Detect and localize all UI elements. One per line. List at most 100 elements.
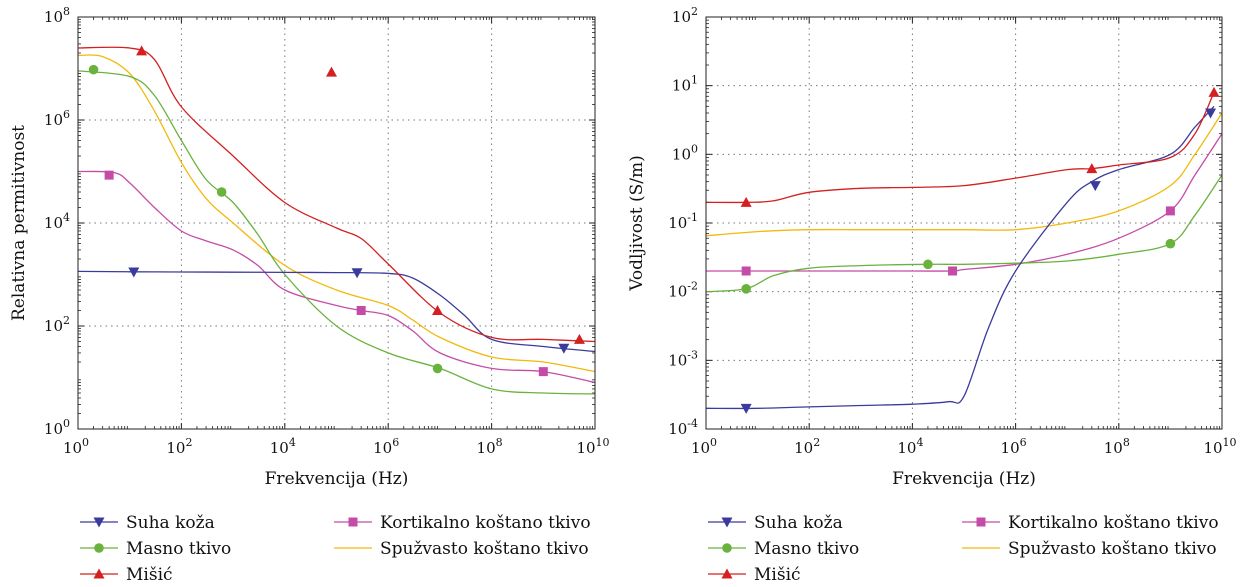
data-point-marker	[88, 64, 99, 75]
y-tick-label: 10-2	[668, 280, 698, 301]
gridlines	[78, 17, 595, 429]
data-point-marker	[432, 363, 443, 374]
y-tick-label: 108	[44, 5, 70, 26]
legend-item: Mišić	[80, 565, 173, 585]
y-tick-label: 104	[44, 211, 70, 232]
y-tick-label: 10-3	[668, 348, 698, 369]
data-point-marker	[1205, 108, 1217, 119]
x-tick-label: 106	[373, 436, 399, 457]
y-tick-label: 10-1	[668, 211, 698, 232]
x-tick-label: 104	[270, 436, 296, 457]
legend-marker	[93, 568, 105, 579]
series-line-5	[706, 112, 1222, 237]
x-axis-label: Frekvencija (Hz)	[265, 469, 409, 489]
legend-label: Masno tkivo	[754, 539, 859, 559]
data-point-marker	[573, 333, 585, 344]
y-tick-label: 106	[44, 108, 70, 129]
series-line-4	[78, 170, 595, 384]
series-line-1	[706, 105, 1215, 410]
legend-item: Mišić	[708, 565, 801, 585]
legend-label: Kortikalno koštano tkivo	[380, 513, 591, 533]
series-line-3	[706, 92, 1215, 204]
data-point-marker	[136, 45, 148, 56]
legend-label: Kortikalno koštano tkivo	[1008, 513, 1219, 533]
x-tick-label: 108	[477, 436, 503, 457]
x-tick-label: 104	[897, 436, 923, 457]
data-point-marker	[1165, 206, 1175, 216]
series-line-3	[78, 46, 595, 343]
data-point-marker	[1208, 86, 1220, 97]
data-point-marker	[356, 305, 366, 315]
x-tick-label: 108	[1104, 436, 1130, 457]
data-point-marker	[741, 284, 751, 294]
plot-frame	[705, 16, 1223, 430]
x-axis-label: Frekvencija (Hz)	[892, 469, 1036, 489]
y-tick-label: 102	[672, 5, 698, 26]
chart-1: 100 102 104 106 108 1010 100 102 104 106 108 Frekve…	[9, 5, 610, 585]
legend-label: Mišić	[126, 565, 173, 585]
legend-item: Kortikalno koštano tkivo	[962, 513, 1219, 533]
x-tick-label: 100	[691, 436, 717, 457]
legend-marker	[721, 568, 733, 579]
data-point-marker	[432, 304, 444, 315]
y-tick-label: 101	[672, 74, 698, 95]
x-tick-label: 102	[166, 436, 192, 457]
legend-marker	[93, 517, 105, 528]
legend-marker	[348, 517, 358, 527]
data-point-marker	[325, 66, 337, 77]
legend-marker	[94, 543, 104, 553]
x-tick-label: 100	[63, 436, 89, 457]
data-point-marker	[104, 170, 114, 180]
data-point-marker	[740, 403, 752, 414]
x-tick-label: 1010	[1203, 436, 1236, 457]
series-line-1	[78, 270, 595, 353]
data-point-marker	[558, 343, 570, 354]
plot-frame	[77, 16, 596, 430]
data-point-marker	[948, 266, 958, 276]
legend-label: Suha koža	[754, 513, 843, 533]
legend-item: Suha koža	[708, 513, 843, 533]
gridlines	[706, 17, 1222, 429]
series-group	[78, 45, 595, 395]
legend-marker	[722, 543, 732, 553]
y-tick-label: 100	[672, 142, 698, 163]
x-tick-label: 102	[794, 436, 820, 457]
legend-label: Suha koža	[126, 513, 215, 533]
legend: Suha koža Masno tkivo Mišić Kortikalno košt…	[708, 513, 1219, 585]
legend-marker	[976, 517, 986, 527]
data-point-marker	[1089, 181, 1101, 192]
data-point-marker	[923, 259, 933, 270]
x-tick-label: 106	[1001, 436, 1027, 457]
data-point-marker	[1165, 238, 1176, 249]
y-axis-label: Vodljivost (S/m)	[627, 155, 647, 292]
legend-marker	[721, 517, 733, 528]
legend-item: Spužvasto koštano tkivo	[962, 539, 1217, 559]
tick-labels: 100 102 104 106 108 1010 10-4 10-3 10-2 10-1 100 10…	[668, 5, 1236, 457]
y-tick-label: 100	[44, 417, 70, 438]
legend-label: Mišić	[754, 565, 801, 585]
legend-item: Spužvasto koštano tkivo	[334, 539, 589, 559]
series-line-5	[78, 54, 595, 373]
y-tick-label: 10-4	[668, 417, 698, 438]
data-point-marker	[128, 267, 140, 278]
series-line-2	[78, 70, 595, 395]
data-point-marker	[216, 187, 227, 197]
data-point-marker	[741, 266, 751, 276]
y-tick-label: 102	[44, 314, 70, 335]
y-axis-label: Relativna permitivnost	[9, 125, 29, 321]
legend-item: Masno tkivo	[80, 539, 231, 559]
legend-label: Spužvasto koštano tkivo	[1008, 539, 1217, 559]
series-group	[706, 86, 1222, 414]
data-point-marker	[740, 196, 752, 207]
chart-2: 100 102 104 106 108 1010 10-4 10-3 10-2 10-1 100 10…	[627, 5, 1237, 585]
data-point-marker	[351, 268, 363, 279]
legend-label: Spužvasto koštano tkivo	[380, 539, 589, 559]
data-point-marker	[538, 367, 548, 377]
legend-item: Masno tkivo	[708, 539, 859, 559]
legend-label: Masno tkivo	[126, 539, 231, 559]
tick-labels: 100 102 104 106 108 1010 100 102 104 106 108	[44, 5, 610, 457]
x-tick-label: 1010	[576, 436, 609, 457]
legend-item: Kortikalno koštano tkivo	[334, 513, 591, 533]
legend: Suha koža Masno tkivo Mišić Kortikalno košt…	[80, 513, 591, 585]
